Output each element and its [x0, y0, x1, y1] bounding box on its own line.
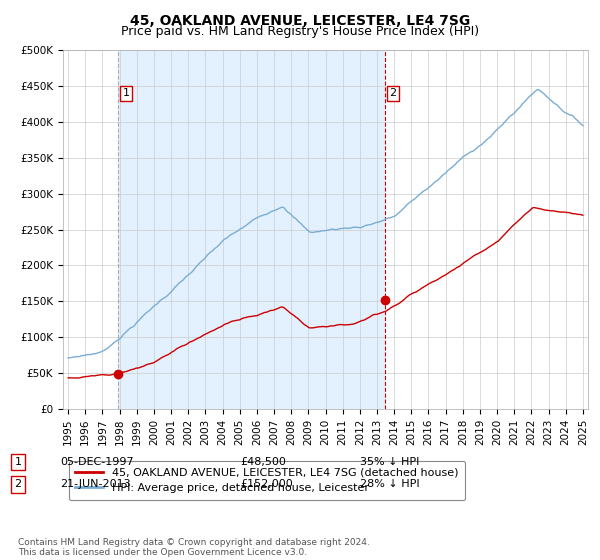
Text: 21-JUN-2013: 21-JUN-2013	[60, 479, 131, 489]
Text: 2: 2	[14, 479, 22, 489]
Text: 35% ↓ HPI: 35% ↓ HPI	[360, 457, 419, 467]
Text: 28% ↓ HPI: 28% ↓ HPI	[360, 479, 419, 489]
Text: £48,500: £48,500	[240, 457, 286, 467]
Text: 1: 1	[14, 457, 22, 467]
Text: 1: 1	[122, 88, 130, 99]
Text: Contains HM Land Registry data © Crown copyright and database right 2024.
This d: Contains HM Land Registry data © Crown c…	[18, 538, 370, 557]
Text: 45, OAKLAND AVENUE, LEICESTER, LE4 7SG: 45, OAKLAND AVENUE, LEICESTER, LE4 7SG	[130, 14, 470, 28]
Text: Price paid vs. HM Land Registry's House Price Index (HPI): Price paid vs. HM Land Registry's House …	[121, 25, 479, 38]
Text: 05-DEC-1997: 05-DEC-1997	[60, 457, 134, 467]
Text: 2: 2	[389, 88, 397, 99]
Text: £152,000: £152,000	[240, 479, 293, 489]
Bar	[118, 50, 385, 409]
Legend: 45, OAKLAND AVENUE, LEICESTER, LE4 7SG (detached house), HPI: Average price, det: 45, OAKLAND AVENUE, LEICESTER, LE4 7SG (…	[68, 461, 465, 500]
